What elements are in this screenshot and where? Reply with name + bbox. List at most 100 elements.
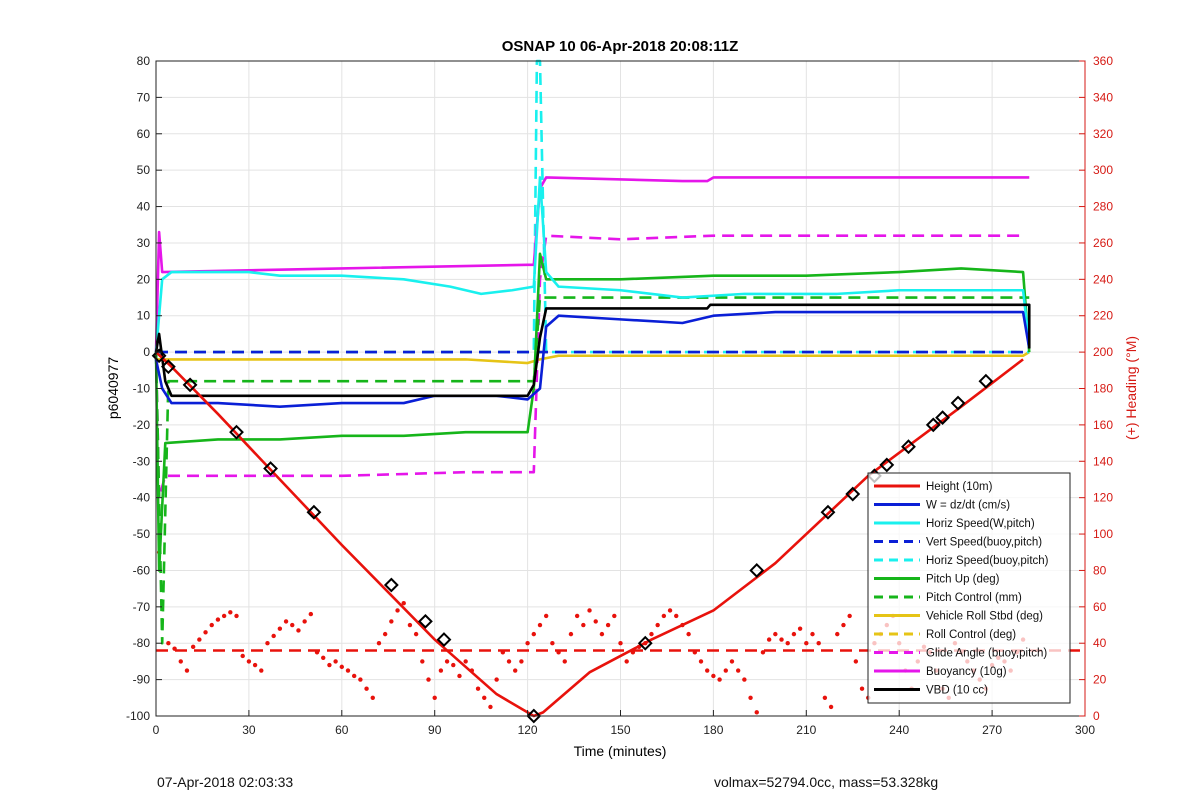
- heading-point: [339, 664, 344, 670]
- x-tick-label: 270: [982, 723, 1002, 737]
- series-line: [154, 310, 1031, 408]
- chart-title: OSNAP 10 06-Apr-2018 20:08:11Z: [502, 38, 739, 55]
- y-tick-label: -50: [133, 527, 151, 541]
- heading-point: [859, 686, 865, 691]
- heading-point: [395, 608, 400, 613]
- heading-point: [457, 673, 462, 679]
- heading-point: [587, 608, 592, 613]
- x-tick-label: 60: [335, 723, 349, 737]
- plot-area: [151, 59, 1085, 724]
- heading-point: [723, 668, 728, 673]
- right-y-tick-label: 120: [1093, 491, 1113, 505]
- y-tick-label: -80: [133, 636, 151, 650]
- heading-point: [574, 613, 580, 619]
- heading-point: [599, 631, 605, 637]
- right-y-tick-label: 40: [1093, 636, 1107, 650]
- heading-point: [686, 631, 691, 637]
- heading-point: [593, 619, 598, 624]
- heading-point: [463, 659, 468, 664]
- height-marker: [925, 417, 941, 433]
- heading-point: [661, 613, 667, 619]
- heading-point: [370, 695, 375, 701]
- height-marker: [820, 504, 836, 520]
- x-tick-label: 30: [242, 723, 256, 737]
- heading-point: [822, 695, 828, 701]
- y-tick-label: 10: [137, 309, 151, 323]
- heading-point: [735, 668, 741, 673]
- legend-label: Horiz Speed(W,pitch): [926, 518, 1035, 530]
- heading-point: [228, 610, 233, 615]
- heading-point: [773, 631, 778, 637]
- heading-point: [234, 613, 239, 619]
- heading-point: [407, 622, 413, 628]
- heading-point: [494, 677, 499, 682]
- heading-point: [705, 668, 710, 673]
- right-y-tick-label: 160: [1093, 418, 1113, 432]
- heading-point: [345, 668, 351, 673]
- legend-label: Glide Angle (buoy,pitch): [926, 648, 1047, 660]
- height-marker: [417, 613, 433, 629]
- y-tick-label: 30: [137, 236, 151, 250]
- heading-point: [766, 637, 772, 642]
- heading-point: [698, 659, 704, 664]
- legend-box: [867, 472, 1071, 704]
- height-marker: [383, 577, 399, 593]
- x-tick-label: 90: [428, 723, 442, 737]
- heading-point: [184, 668, 190, 673]
- height-marker: [749, 563, 765, 578]
- heading-point: [618, 641, 623, 646]
- y-tick-label: -70: [133, 600, 151, 614]
- heading-point: [190, 644, 196, 650]
- heading-point: [537, 622, 543, 628]
- heading-point: [265, 641, 270, 646]
- right-y-tick-label: 360: [1093, 54, 1113, 68]
- heading-point: [612, 613, 617, 619]
- heading-point: [853, 659, 859, 664]
- heading-point: [581, 622, 586, 628]
- height-marker: [879, 457, 895, 473]
- heading-point: [197, 637, 202, 642]
- heading-point: [296, 628, 301, 633]
- heading-point: [506, 659, 512, 664]
- heading-point: [351, 673, 357, 679]
- height-marker: [901, 439, 916, 455]
- heading-point: [475, 686, 481, 691]
- y-axis-label: p6040977: [105, 357, 121, 420]
- height-marker: [935, 410, 950, 426]
- heading-point: [754, 710, 759, 715]
- y-tick-label: -60: [133, 563, 151, 577]
- height-marker: [637, 635, 653, 651]
- legend: Height (10m) W = dz/dt (cm/s) Horiz Speed(…: [867, 472, 1071, 704]
- heading-point: [203, 630, 208, 635]
- heading-point: [525, 641, 530, 646]
- legend-label: Vert Speed(buoy,pitch): [926, 537, 1042, 549]
- x-tick-label: 180: [703, 723, 723, 737]
- heading-point: [655, 622, 660, 628]
- heading-point: [816, 641, 821, 646]
- height-marker: [263, 461, 278, 476]
- heading-point: [209, 622, 214, 628]
- legend-label: Roll Control (deg): [926, 629, 1016, 641]
- heading-point: [432, 695, 437, 701]
- height-marker: [229, 424, 244, 440]
- heading-point: [166, 641, 171, 646]
- heading-point: [401, 600, 406, 606]
- height-marker: [845, 486, 861, 502]
- heading-point: [252, 662, 258, 668]
- y-tick-label: -40: [133, 491, 151, 505]
- heading-point: [513, 668, 518, 673]
- legend-label: Buoyancy (10g): [926, 666, 1007, 678]
- right-y-tick-label: 220: [1093, 309, 1113, 323]
- series-line: [154, 303, 1031, 398]
- heading-point: [605, 622, 611, 628]
- heading-point: [382, 631, 388, 637]
- heading-point: [246, 659, 252, 664]
- series-line: [154, 176, 1031, 353]
- heading-point: [568, 631, 574, 637]
- heading-point: [302, 619, 307, 624]
- heading-point: [482, 695, 487, 701]
- x-tick-label: 240: [889, 723, 909, 737]
- heading-point: [729, 659, 735, 664]
- legend-label: Horiz Speed(buoy,pitch): [926, 555, 1049, 567]
- x-tick-label: 210: [796, 723, 816, 737]
